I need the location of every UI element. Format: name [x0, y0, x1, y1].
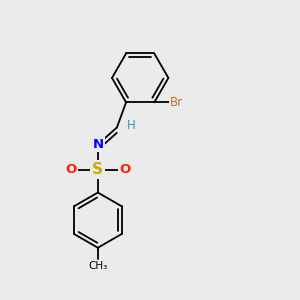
Text: CH₃: CH₃ — [88, 261, 107, 271]
Text: Br: Br — [169, 96, 183, 109]
Text: O: O — [65, 163, 76, 176]
Text: N: N — [92, 138, 104, 151]
Text: S: S — [92, 162, 104, 177]
Text: H: H — [127, 119, 135, 133]
Text: O: O — [119, 163, 130, 176]
